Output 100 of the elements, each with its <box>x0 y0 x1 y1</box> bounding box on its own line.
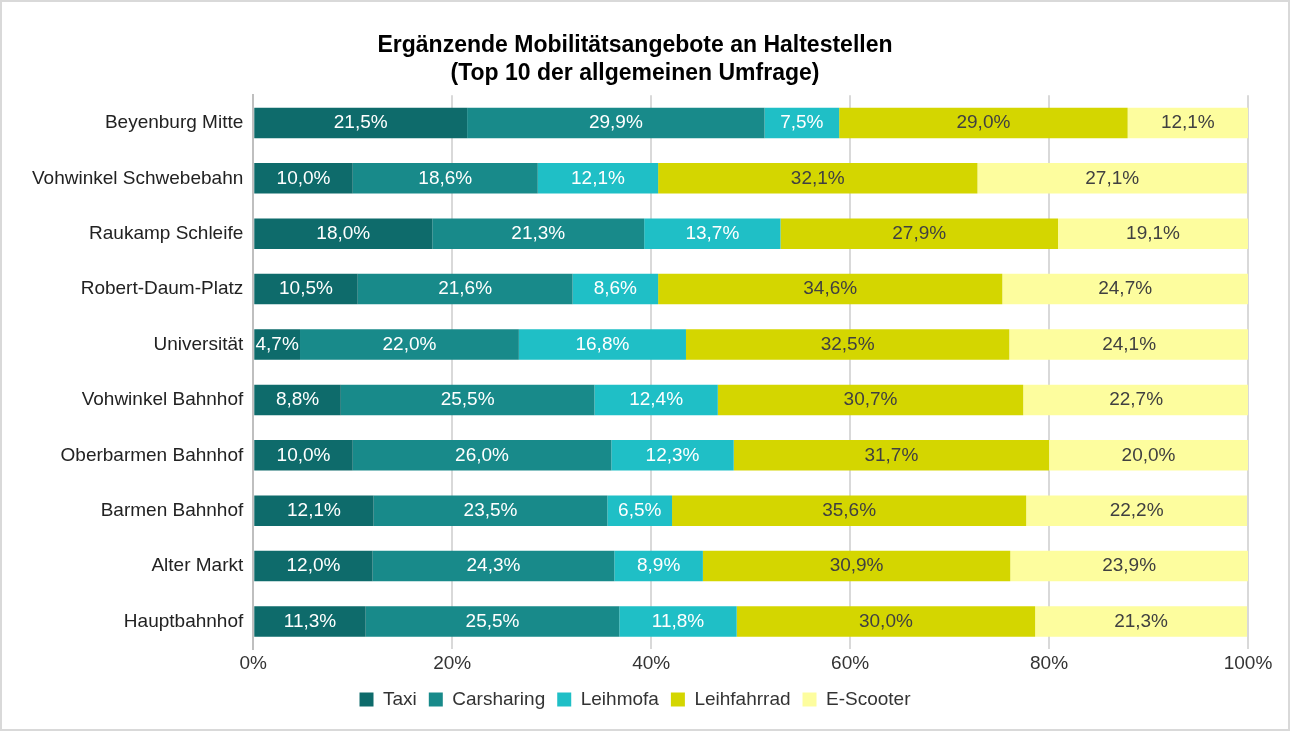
y-tick-label: Robert-Daum-Platz <box>80 277 244 299</box>
bar <box>1026 495 1248 526</box>
data-label: 11,3% <box>283 609 337 631</box>
data-label: 8,9% <box>636 554 681 576</box>
data-label: 12,4% <box>629 388 684 410</box>
data-label: 22,0% <box>382 332 437 354</box>
y-tick-label: Beyenburg Mitte <box>104 111 244 133</box>
bar <box>357 273 573 305</box>
bar <box>736 606 1036 637</box>
data-label: 21,5% <box>333 111 388 133</box>
data-label: 8,6% <box>593 277 638 299</box>
data-label: 24,1% <box>1102 332 1157 354</box>
bar <box>254 550 373 582</box>
bar <box>780 218 1059 249</box>
y-tick-label: Vohwinkel Schwebebahn <box>32 166 244 188</box>
bar <box>658 163 978 194</box>
data-label: 24,3% <box>466 554 521 576</box>
data-label: 20,0% <box>1121 443 1176 465</box>
data-label: 19,1% <box>1126 221 1181 243</box>
bar <box>1010 550 1248 582</box>
bar <box>254 440 353 471</box>
legend-label: Carsharing <box>452 687 546 709</box>
bar <box>254 606 366 637</box>
data-label: 32,5% <box>820 332 875 354</box>
bar <box>372 550 615 582</box>
y-tick-label: Alter Markt <box>151 554 244 576</box>
bar <box>537 163 659 194</box>
data-label: 30,7% <box>843 388 898 410</box>
data-label: 12,3% <box>645 443 700 465</box>
bar <box>254 495 374 526</box>
data-label: 30,0% <box>858 609 913 631</box>
bar <box>432 218 645 249</box>
data-label: 6,5% <box>618 498 662 520</box>
data-label: 10,5% <box>279 277 334 299</box>
bar <box>254 218 433 249</box>
data-label: 32,1% <box>790 166 845 188</box>
bar <box>365 606 620 637</box>
bar <box>1023 384 1248 416</box>
data-label: 12,1% <box>287 498 341 520</box>
data-label: 18,6% <box>418 166 473 188</box>
bar <box>977 163 1248 194</box>
data-label: 29,9% <box>588 111 643 133</box>
x-tick-label: 20% <box>433 651 472 673</box>
bar <box>658 273 1003 305</box>
legend-label: E-Scooter <box>826 687 912 709</box>
bar <box>340 384 595 416</box>
bar <box>1127 107 1248 139</box>
bar <box>702 550 1011 582</box>
data-label: 23,5% <box>463 498 518 520</box>
data-label: 12,0% <box>286 554 341 576</box>
data-label: 21,3% <box>511 221 566 243</box>
y-tick-label: Vohwinkel Bahnhof <box>81 388 244 410</box>
x-tick-label: 100% <box>1223 651 1273 673</box>
y-tick-label: Universität <box>153 332 244 354</box>
data-label: 22,2% <box>1109 498 1164 520</box>
data-label: 29,0% <box>956 111 1011 133</box>
bar <box>518 329 686 360</box>
bar <box>1035 606 1248 637</box>
data-label: 25,5% <box>440 388 495 410</box>
data-label: 27,1% <box>1085 166 1140 188</box>
data-label: 7,5% <box>780 111 824 133</box>
bar <box>839 107 1128 139</box>
legend-label: Taxi <box>383 687 417 709</box>
data-label: 21,6% <box>438 277 493 299</box>
y-tick-label: Raukamp Schleife <box>89 221 244 243</box>
bar <box>619 606 737 637</box>
bar <box>300 329 519 360</box>
data-label: 27,9% <box>892 221 947 243</box>
data-label: 34,6% <box>803 277 858 299</box>
data-label: 21,3% <box>1114 609 1169 631</box>
data-label: 31,7% <box>864 443 919 465</box>
bar <box>1009 329 1248 360</box>
data-label: 12,1% <box>571 166 625 188</box>
y-tick-label: Barmen Bahnhof <box>100 498 244 520</box>
bar <box>644 218 781 249</box>
data-label: 25,5% <box>465 609 520 631</box>
bar <box>1049 440 1248 471</box>
x-tick-label: 40% <box>632 651 671 673</box>
bar <box>717 384 1024 416</box>
x-tick-label: 80% <box>1030 651 1069 673</box>
chart-title: Ergänzende Mobilitätsangebote an Haltestellen (Top 10 der allgemeinen Umfrage) <box>377 31 893 85</box>
bar <box>733 440 1050 471</box>
bar <box>352 440 612 471</box>
y-tick-label: Oberbarmen Bahnhof <box>60 443 244 465</box>
bar <box>672 495 1027 526</box>
bar <box>373 495 608 526</box>
legend-label: Leihfahrrad <box>694 687 791 709</box>
data-label: 16,8% <box>575 332 630 354</box>
data-label: 10,0% <box>276 443 331 465</box>
bar <box>611 440 734 471</box>
data-label: 12,1% <box>1160 111 1215 133</box>
y-tick-label: Hauptbahnhof <box>123 609 244 631</box>
data-label: 11,8% <box>651 609 705 631</box>
data-label: 4,7% <box>255 332 299 354</box>
bar <box>254 163 353 194</box>
data-label: 18,0% <box>316 221 371 243</box>
legend-label: Leihmofa <box>580 687 660 709</box>
data-label: 23,9% <box>1102 554 1157 576</box>
data-label: 26,0% <box>455 443 510 465</box>
data-label: 35,6% <box>822 498 877 520</box>
